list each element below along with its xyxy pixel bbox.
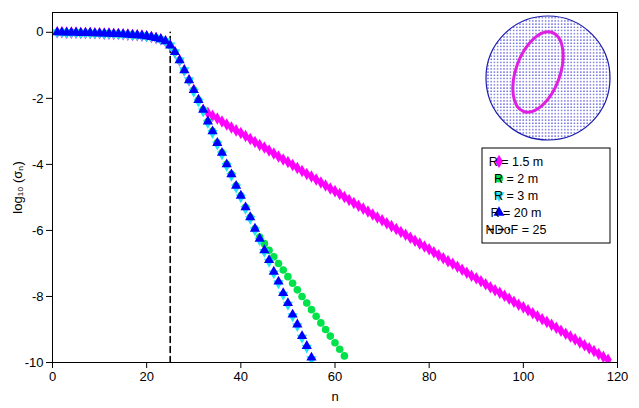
svg-text:R = 20 m: R = 20 m — [490, 206, 541, 220]
svg-text:log₁₀ (σₙ): log₁₀ (σₙ) — [10, 161, 25, 213]
svg-text:-4: -4 — [32, 157, 44, 172]
svg-text:-10: -10 — [25, 355, 44, 370]
svg-text:-8: -8 — [32, 289, 44, 304]
svg-text:120: 120 — [607, 369, 629, 384]
svg-text:R = 1.5 m: R = 1.5 m — [489, 155, 544, 169]
svg-text:60: 60 — [328, 369, 342, 384]
svg-text:0: 0 — [49, 369, 56, 384]
svg-text:0: 0 — [36, 24, 43, 39]
svg-text:R = 3 m: R = 3 m — [494, 189, 538, 203]
svg-text:NDoF = 25: NDoF = 25 — [486, 223, 547, 237]
svg-text:100: 100 — [512, 369, 534, 384]
svg-text:R = 2 m: R = 2 m — [494, 172, 538, 186]
svg-text:20: 20 — [139, 369, 153, 384]
svg-text:80: 80 — [422, 369, 436, 384]
svg-text:40: 40 — [234, 369, 248, 384]
svg-text:n: n — [331, 389, 338, 404]
svg-text:-6: -6 — [32, 223, 44, 238]
svg-text:-2: -2 — [32, 91, 44, 106]
